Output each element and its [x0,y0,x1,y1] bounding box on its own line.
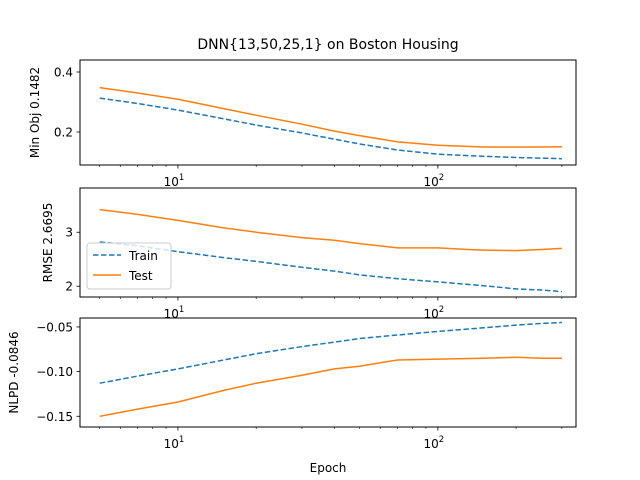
axes-frame [79,59,577,166]
panel-nlpd: 101 102 −0.15 −0.10 −0.05 NLPD -0.0846 [7,317,577,451]
x-tick-label: 101 [164,173,185,189]
x-tick-label: 101 [164,305,185,321]
y-tick-label: 3 [65,226,73,240]
series-line-test [99,86,562,148]
y-tick-label: 0.4 [54,66,73,80]
x-tick-label: 102 [424,173,445,189]
panel-rmse: 101 102 2 3 RMSE 2.6695 [41,187,577,321]
y-axis-label: NLPD -0.0846 [7,331,21,413]
x-tick-label: 101 [164,435,185,451]
x-axis-label: Epoch [310,461,347,475]
y-tick-label: −0.15 [36,410,73,424]
y-axis-label: Min Obj 0.1482 [28,67,42,158]
legend-box [86,242,172,290]
axes-frame [79,317,577,428]
x-tick-label: 102 [424,435,445,451]
axes-frame [79,187,577,298]
legend: Train Test [86,242,172,290]
y-tick-label: 2 [65,280,73,294]
y-tick-label: −0.05 [36,320,73,334]
legend-label-train: Train [128,249,158,263]
y-tick-label: 0.2 [54,126,73,140]
series-line-train [99,321,562,384]
chart-title: DNN{13,50,25,1} on Boston Housing [197,37,458,53]
series-line-train [99,241,562,293]
panel-min-obj: 101 102 0.2 0.4 Min Obj 0.1482 [28,59,577,189]
legend-label-test: Test [128,269,153,283]
x-tick-label: 102 [424,305,445,321]
series-line-test [99,208,562,252]
series-line-train [99,97,562,160]
y-tick-label: −0.10 [36,365,73,379]
series-line-test [99,356,562,418]
y-axis-label: RMSE 2.6695 [41,203,55,283]
